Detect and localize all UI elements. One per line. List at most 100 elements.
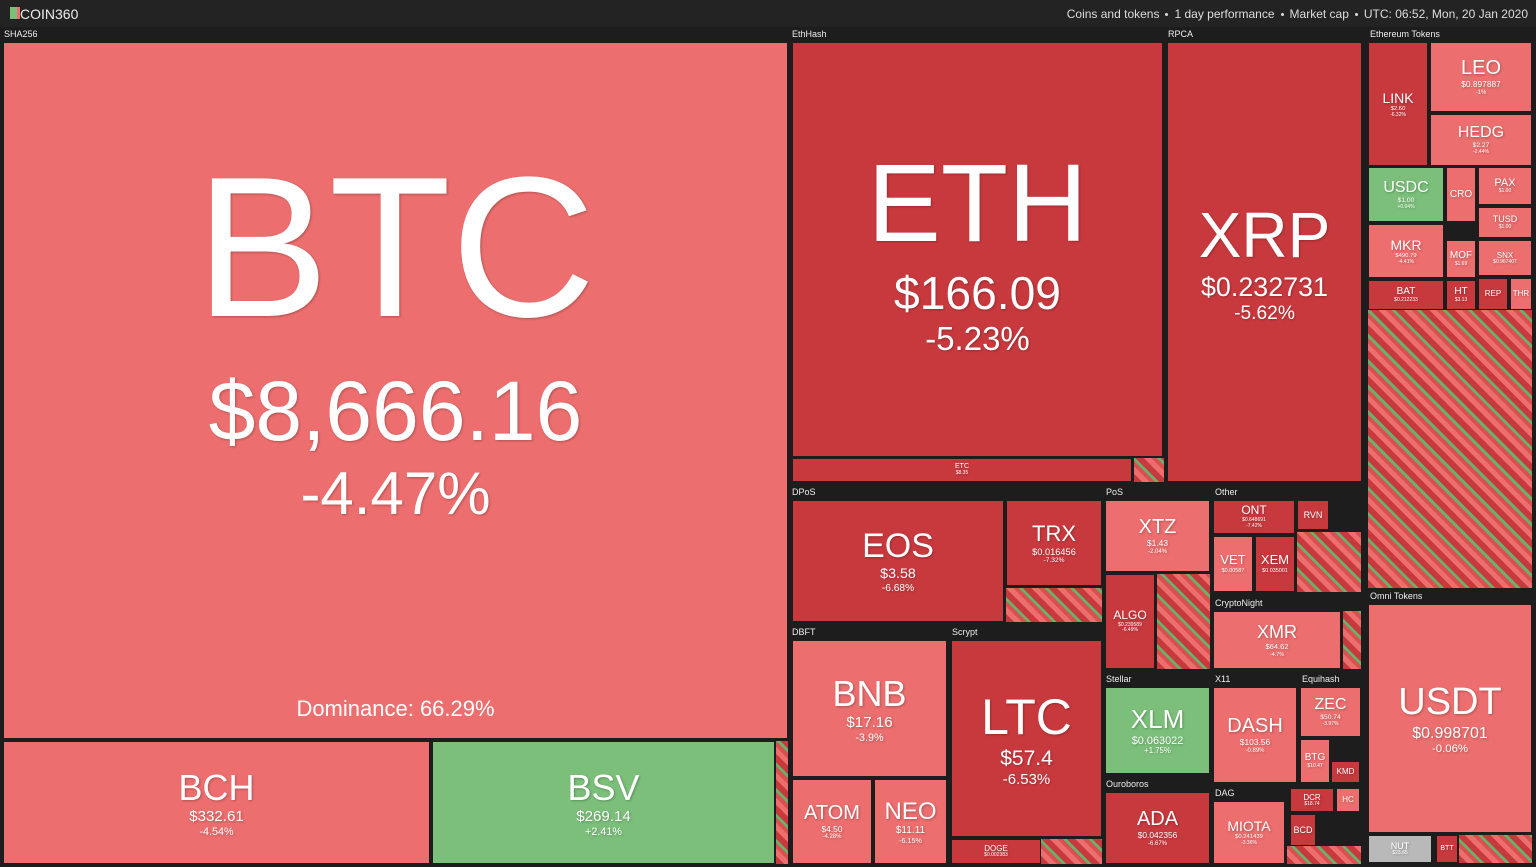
coin-tile[interactable]: ETC $8.35 bbox=[792, 458, 1132, 482]
filter[interactable]: 1 day performance bbox=[1174, 7, 1275, 21]
coin-price: $8.35 bbox=[955, 470, 969, 477]
filter[interactable]: Market cap bbox=[1289, 7, 1349, 21]
coin-price: $8,666.16 bbox=[208, 363, 583, 458]
coin-tile[interactable]: BSV $269.14 +2.41% bbox=[432, 741, 775, 864]
coin-symbol: REP bbox=[1484, 289, 1502, 299]
coin-tile[interactable]: DCR $18.74 bbox=[1290, 788, 1334, 812]
logo[interactable]: COIN360 bbox=[20, 6, 79, 22]
coin-tile[interactable]: NEO $11.11 -6.15% bbox=[874, 779, 947, 864]
coin-tile[interactable]: HEDG $2.27 -2.44% bbox=[1430, 114, 1532, 166]
coin-tile[interactable]: PAX $1.00 bbox=[1478, 167, 1532, 205]
coin-tile[interactable]: BTT bbox=[1436, 835, 1458, 863]
coin-symbol: TUSD bbox=[1492, 214, 1518, 225]
coin-tile[interactable]: XLM $0.063022 +1.75% bbox=[1105, 687, 1210, 774]
coin-price: $0.241439 bbox=[1235, 834, 1263, 841]
coin-price: $64.62 bbox=[1265, 641, 1289, 651]
coin-price: $0.967407 bbox=[1493, 258, 1517, 265]
coin-tile[interactable]: BTC $8,666.16 -4.47% bbox=[3, 42, 788, 739]
group-label: Other bbox=[1215, 487, 1238, 497]
coin-tile[interactable]: HT $3.13 bbox=[1446, 280, 1476, 310]
coin-tile[interactable]: USDT $0.998701 -0.06% bbox=[1368, 604, 1532, 833]
coin-symbol: BAT bbox=[1396, 286, 1416, 298]
coin-tile[interactable]: BCH $332.61 -4.54% bbox=[3, 741, 430, 864]
coin-tile[interactable]: ADA $0.042356 -6.67% bbox=[1105, 792, 1210, 864]
coin-symbol: DOGE bbox=[984, 844, 1008, 854]
coin-tile[interactable]: DOGE $0.002383 bbox=[951, 839, 1041, 864]
coin-price: $3.58 bbox=[880, 566, 916, 583]
coin-tile[interactable]: LINK $2.60 -6.32% bbox=[1368, 42, 1428, 166]
coin-tile[interactable]: XRP $0.232731 -5.62% bbox=[1167, 42, 1362, 482]
coin-symbol: KMD bbox=[1336, 767, 1355, 777]
coin-tile[interactable]: DASH $103.56 -0.89% bbox=[1213, 687, 1297, 783]
coin-tile[interactable]: ETH $166.09 -5.23% bbox=[792, 42, 1163, 457]
coin-price: $0.042356 bbox=[1137, 830, 1178, 841]
header-filters: Coins and tokens 1 day performance Marke… bbox=[1067, 7, 1528, 21]
coin-tile[interactable]: BAT $0.212233 bbox=[1368, 280, 1444, 310]
coin-symbol: VET bbox=[1220, 552, 1246, 568]
coin-tile[interactable]: SNX $0.967407 bbox=[1478, 240, 1532, 276]
coin-change: -3.9% bbox=[855, 731, 884, 744]
coin-tile[interactable]: TRX $0.016456 -7.32% bbox=[1006, 500, 1102, 586]
coin-tile[interactable]: BTG $10.47 bbox=[1300, 739, 1330, 783]
coin-tile[interactable]: ATOM $4.50 -4.28% bbox=[792, 779, 872, 864]
coin-tile[interactable]: XMR $64.62 -4.7% bbox=[1213, 611, 1341, 669]
small-tiles bbox=[1459, 835, 1532, 863]
filter[interactable]: Coins and tokens bbox=[1066, 7, 1160, 21]
coin-change: -5.23% bbox=[925, 320, 1030, 358]
coin-tile[interactable]: BCD bbox=[1290, 814, 1316, 846]
coin-change: -0.89% bbox=[1245, 747, 1265, 754]
coin-price: $2.27 bbox=[1472, 142, 1490, 150]
group-label: Scrypt bbox=[952, 627, 978, 637]
coin-tile[interactable]: MOF $1.69 bbox=[1446, 240, 1476, 278]
coin-change: +2.41% bbox=[585, 825, 622, 838]
coin-tile[interactable]: XEM $0.035001 bbox=[1255, 536, 1295, 592]
coin-symbol: ETH bbox=[867, 141, 1088, 265]
small-tiles bbox=[776, 741, 788, 864]
coin-tile[interactable]: NUT $23.65 bbox=[1368, 835, 1432, 863]
coin-symbol: HT bbox=[1454, 286, 1468, 298]
coin-symbol: LTC bbox=[981, 689, 1072, 746]
coin-price: $3.13 bbox=[1454, 296, 1468, 303]
coin-tile[interactable]: USDC $1.00 +0.04% bbox=[1368, 167, 1444, 222]
coin-symbol: XTZ bbox=[1138, 516, 1177, 539]
coin-symbol: HC bbox=[1342, 795, 1354, 805]
coin-tile[interactable]: ZEC $50.74 -3.97% bbox=[1300, 687, 1361, 737]
coin-tile[interactable]: REP bbox=[1478, 278, 1508, 310]
coin-price: $1.43 bbox=[1147, 538, 1168, 549]
coin-tile[interactable]: BNB $17.16 -3.9% bbox=[792, 640, 947, 777]
coin-tile[interactable]: EOS $3.58 -6.68% bbox=[792, 500, 1004, 622]
coin-price: $0.063022 bbox=[1131, 734, 1184, 747]
coin-change: -1% bbox=[1475, 89, 1487, 96]
coin-tile[interactable]: MKR $490.79 -4.41% bbox=[1368, 224, 1444, 278]
coin-symbol: EOS bbox=[862, 527, 934, 566]
coin-symbol: BCH bbox=[178, 766, 255, 808]
coin-tile[interactable]: XTZ $1.43 -2.04% bbox=[1105, 500, 1210, 572]
coin-price: $0.212233 bbox=[1394, 296, 1418, 303]
coin-symbol: ADA bbox=[1136, 808, 1179, 831]
coin-tile[interactable]: VET $0.00587 bbox=[1213, 536, 1253, 592]
coin-symbol: XRP bbox=[1198, 198, 1331, 271]
coin-price: $0.035001 bbox=[1262, 568, 1288, 575]
coin-tile[interactable]: CRO bbox=[1446, 167, 1476, 222]
coin-tile[interactable]: ALGO $0.239589 -6.49% bbox=[1105, 574, 1155, 669]
coin-price: $18.74 bbox=[1304, 800, 1320, 807]
coin-symbol: MKR bbox=[1390, 236, 1422, 253]
coin-tile[interactable]: HC bbox=[1336, 788, 1360, 812]
group-label: DPoS bbox=[792, 487, 816, 497]
group-label: DAG bbox=[1215, 788, 1235, 798]
coin-change: -6.53% bbox=[1002, 770, 1051, 788]
coin-symbol: PAX bbox=[1494, 176, 1516, 189]
coin-tile[interactable]: KMD bbox=[1331, 761, 1360, 783]
group-label: Ethereum Tokens bbox=[1370, 29, 1440, 39]
coin-tile[interactable]: LEO $0.897887 -1% bbox=[1430, 42, 1532, 112]
coin-tile[interactable]: ONT $0.648691 -7.42% bbox=[1213, 500, 1295, 534]
coin-tile[interactable]: LTC $57.4 -6.53% bbox=[951, 640, 1102, 837]
coin-tile[interactable]: RVN bbox=[1297, 500, 1329, 530]
coin-tile[interactable]: MIOTA $0.241439 -3.36% bbox=[1213, 801, 1285, 864]
coin-tile[interactable]: THR bbox=[1510, 278, 1532, 310]
coin-price: $269.14 bbox=[576, 808, 631, 826]
coin-tile[interactable]: TUSD $1.00 bbox=[1478, 207, 1532, 238]
coin-price: $0.00587 bbox=[1221, 568, 1245, 575]
coin-symbol: ZEC bbox=[1314, 696, 1347, 714]
